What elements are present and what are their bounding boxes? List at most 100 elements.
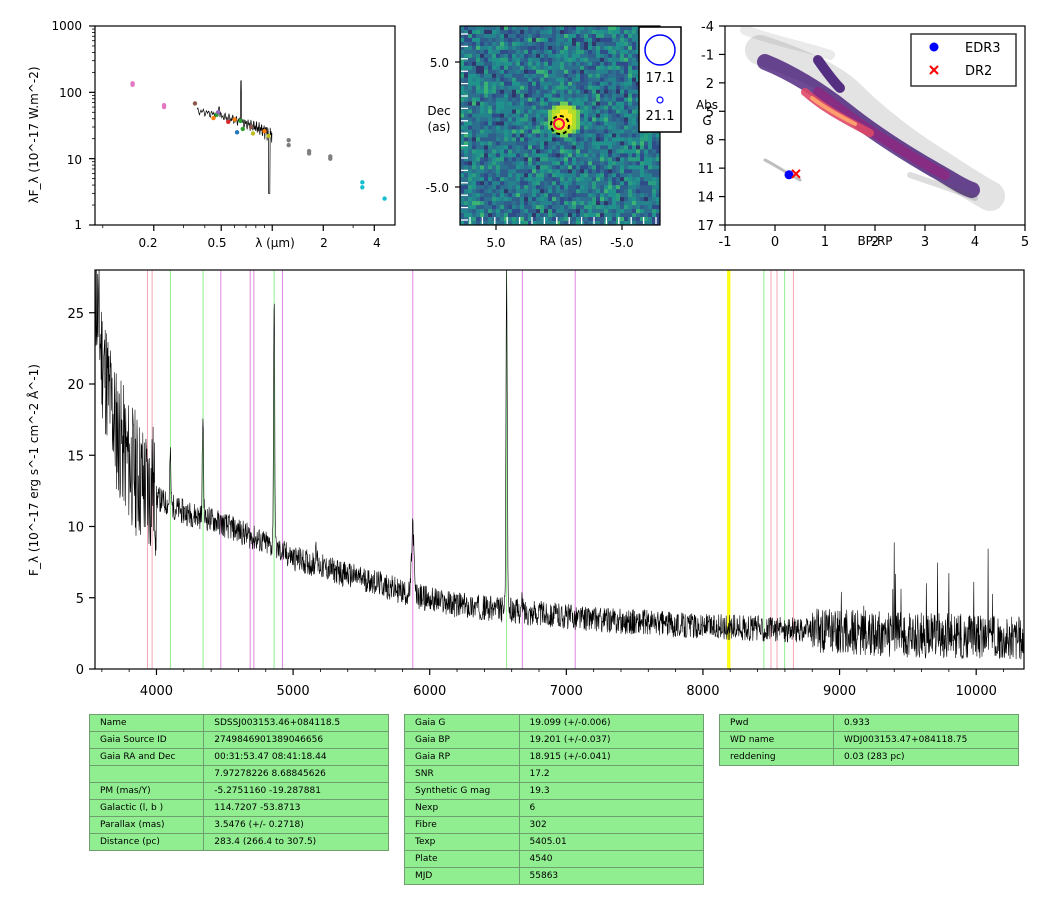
target-aperture-circle xyxy=(550,115,570,135)
spectrum-tick-labels: 0 5 10 15 20 25 4000 5000 6000 7000 8000 9000 10000 xyxy=(67,307,996,699)
cmd-xtick-label: -1 xyxy=(719,235,732,250)
sed-photometry-point xyxy=(286,137,291,143)
info-table-left: Name SDSSJ003153.46+084118.5 Gaia Source I… xyxy=(88,714,389,851)
table-value-cell: 17.2 xyxy=(518,765,705,783)
image-panel: 5.0 -5.0 5.0 -5.0 RA (as) Dec (as) 17.1 … xyxy=(426,25,682,250)
sed-xtick-label: 0.2 xyxy=(138,236,157,250)
table-row: reddening 0.03 (283 pc) xyxy=(719,748,1020,766)
legend-dr2-marker xyxy=(929,65,939,75)
table-row: Gaia BP 19.201 (+/-0.037) xyxy=(404,731,705,749)
table-row: Gaia RA and Dec 00:31:53.47 08:41:18.44 xyxy=(88,748,389,766)
cmd-ytick-label: -4 xyxy=(701,20,714,35)
table-row: Galactic (l, b ) 114.7207 -53.8713 xyxy=(88,799,389,817)
sed-photometry-point xyxy=(211,115,216,121)
sed-photometry-point xyxy=(192,101,198,106)
table-key-cell xyxy=(88,765,205,783)
sed-ylabel: λF_λ (10^-17 W.m^-2) xyxy=(27,66,41,203)
table-value-cell: 55863 xyxy=(518,867,705,885)
legend-edr3-marker xyxy=(929,42,939,52)
table-value-cell: 114.7207 -53.8713 xyxy=(203,799,389,817)
spectrum-ylabel: F_λ (10^-17 erg s^-1 cm^-2 Å^-1) xyxy=(26,364,41,576)
target-marker-circle xyxy=(553,118,565,130)
spectrum-trace xyxy=(95,270,1024,660)
table-row: Synthetic G mag 19.3 xyxy=(404,782,705,800)
cmd-density-plot xyxy=(740,26,1005,211)
spectrum-ytick-label: 15 xyxy=(67,449,84,464)
spectrum-ytick-label: 25 xyxy=(67,307,84,322)
table-row: Nexp 6 xyxy=(404,799,705,817)
cmd-ytick-label: 14 xyxy=(697,191,714,206)
table-value-cell: 302 xyxy=(518,816,705,834)
table-row: Gaia Source ID 2749846901389046656 xyxy=(88,731,389,749)
cmd-tick-labels: -4 -1 2 5 8 11 14 17 -1 0 1 2 3 4 5 xyxy=(697,20,1029,250)
cmd-xtick-label: 1 xyxy=(821,235,829,250)
sed-photometry-point xyxy=(216,110,221,115)
spectrum-ytick-label: 5 xyxy=(76,592,84,607)
cmd-xtick-label: 3 xyxy=(921,235,929,250)
cmd-ylabel: Abs xyxy=(696,98,718,112)
sed-photometry-point xyxy=(226,119,231,124)
table-key-cell: Gaia BP xyxy=(404,731,520,749)
cmd-ytick-label: 5 xyxy=(706,105,714,120)
table-key-cell: Gaia Source ID xyxy=(88,731,205,749)
sed-photometry-point xyxy=(248,124,254,130)
table-key-cell: reddening xyxy=(719,748,834,766)
table-value-cell: -5.2751160 -19.287881 xyxy=(203,782,389,800)
table-row: Distance (pc) 283.4 (266.4 to 307.5) xyxy=(88,833,389,851)
info-table-middle: Gaia G 19.099 (+/-0.006) Gaia BP 19.201 (+/… xyxy=(404,714,705,885)
sed-photometry-point xyxy=(286,142,291,148)
cmd-ytick-label: 11 xyxy=(697,162,714,177)
sed-photometry-point xyxy=(328,154,333,159)
cmd-xtick-label: 5 xyxy=(1021,235,1029,250)
cmd-ytick-label: 8 xyxy=(706,134,714,149)
sed-photometry-point xyxy=(306,148,312,154)
cmd-xtick-label: 0 xyxy=(771,235,779,250)
table-value-cell: 6 xyxy=(518,799,705,817)
image-ticks xyxy=(455,33,657,230)
image-pixels xyxy=(460,26,661,226)
sed-photometry-point xyxy=(130,81,135,86)
spectral-line-markers xyxy=(146,270,794,669)
cmd-points xyxy=(784,169,801,180)
table-key-cell: Synthetic G mag xyxy=(404,782,520,800)
sed-marks xyxy=(130,80,387,201)
cmd-xtick-label: 4 xyxy=(971,235,979,250)
table-key-cell: Name xyxy=(88,714,205,732)
sed-photometry-point xyxy=(266,133,271,139)
cmd-ylabel: G xyxy=(702,114,711,128)
sed-xtick-label: 2 xyxy=(320,236,328,250)
table-key-cell: Nexp xyxy=(404,799,520,817)
spectrum-xtick-label: 8000 xyxy=(686,684,719,699)
cmd-ticks xyxy=(719,25,1026,231)
table-row: Gaia G 19.099 (+/-0.006) xyxy=(404,714,705,732)
sed-photometry-point xyxy=(262,128,267,134)
table-value-cell: 00:31:53.47 08:41:18.44 xyxy=(203,748,389,766)
table-value-cell: WDJ003153.47+084118.75 xyxy=(832,731,1020,749)
legend-mag-circle-large xyxy=(644,34,676,66)
table-value-cell: 19.099 (+/-0.006) xyxy=(518,714,705,732)
image-xtick-label: -5.0 xyxy=(610,236,633,250)
table-row: WD name WDJ003153.47+084118.75 xyxy=(719,731,1020,749)
table-key-cell: Distance (pc) xyxy=(88,833,205,851)
sed-ytick-label: 1000 xyxy=(51,19,82,33)
table-key-cell: Texp xyxy=(404,833,520,851)
cmd-xlabel: BP-RP xyxy=(857,234,892,248)
table-key-cell: Fibre xyxy=(404,816,520,834)
image-ylabel: (as) xyxy=(428,120,451,134)
sed-photometry-point xyxy=(240,126,245,132)
image-xlabel: RA (as) xyxy=(540,234,583,248)
sed-ytick-label: 100 xyxy=(59,86,82,100)
sed-photometry-point xyxy=(238,118,243,124)
table-value-cell: 18.915 (+/-0.041) xyxy=(518,748,705,766)
table-value-cell: 19.201 (+/-0.037) xyxy=(518,731,705,749)
legend-edr3-label: EDR3 xyxy=(965,41,1001,56)
legend-dr2-label: DR2 xyxy=(965,64,992,79)
table-key-cell: Parallax (mas) xyxy=(88,816,205,834)
table-value-cell: 3.5476 (+/- 0.2718) xyxy=(203,816,389,834)
table-value-cell: SDSSJ003153.46+084118.5 xyxy=(203,714,389,732)
table-row: Texp 5405.01 xyxy=(404,833,705,851)
table-key-cell: WD name xyxy=(719,731,834,749)
image-xtick-label: 5.0 xyxy=(486,236,505,250)
table-row: SNR 17.2 xyxy=(404,765,705,783)
